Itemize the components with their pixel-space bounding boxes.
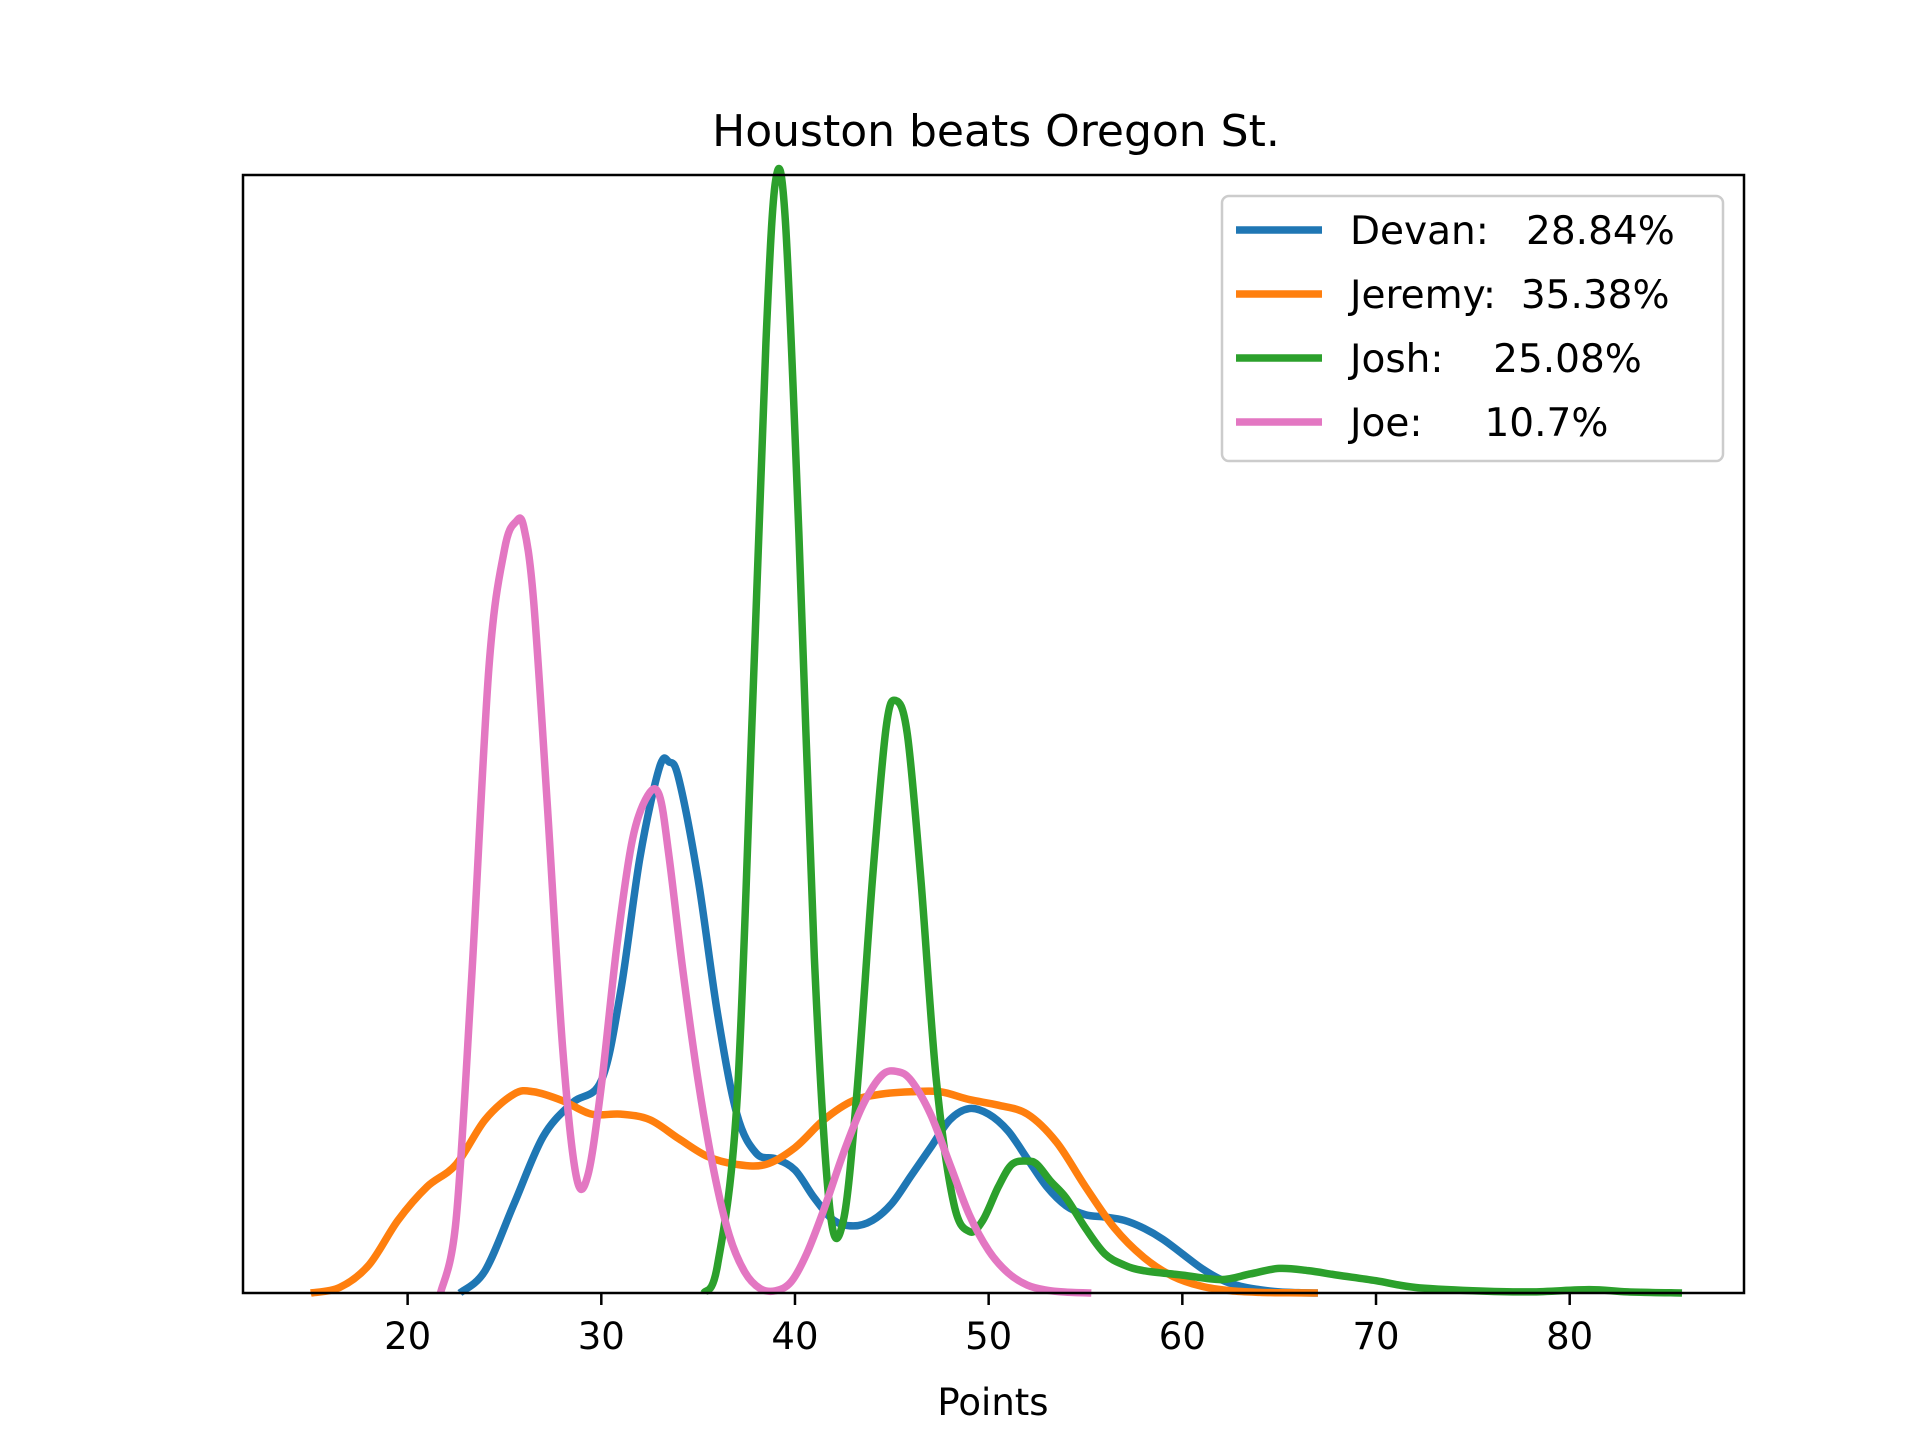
legend-label-joe: Joe: 10.7% [1347,401,1608,446]
plot-frame [241,173,1746,1295]
x-tick-label: 40 [771,1315,818,1358]
x-axis-label: Points [937,1381,1048,1424]
series-line-devan [457,754,1318,1297]
x-tick-label: 80 [1546,1315,1593,1358]
legend-item-jeremy: Jeremy: 35.38% [1236,273,1670,318]
series-line-josh [700,164,1683,1297]
x-tick-label: 60 [1159,1315,1206,1358]
series-line-joe [436,514,1092,1297]
legend-label-jeremy: Jeremy: 35.38% [1347,273,1670,318]
series-layer [310,164,1683,1297]
x-tick-label: 30 [578,1315,625,1358]
x-tick-label: 20 [384,1315,431,1358]
x-axis: 20 30 40 50 60 70 80 [384,1293,1593,1358]
x-tick-label: 50 [965,1315,1012,1358]
legend-item-josh: Josh: 25.08% [1236,337,1642,382]
legend-box [1220,194,1725,463]
legend-items: Devan: 28.84% Jeremy: 35.38% Josh: 25.08% J… [1236,209,1675,446]
legend-item-devan: Devan: 28.84% [1236,209,1675,254]
legend-item-joe: Joe: 10.7% [1236,401,1608,446]
legend-label-devan: Devan: 28.84% [1350,209,1675,254]
series-line-jeremy [310,1086,1318,1297]
x-tick-label: 70 [1352,1315,1399,1358]
legend-label-josh: Josh: 25.08% [1347,337,1642,382]
legend: Devan: 28.84% Jeremy: 35.38% Josh: 25.08% J… [1220,194,1725,463]
chart-title: Houston beats Oregon St. [712,106,1280,157]
